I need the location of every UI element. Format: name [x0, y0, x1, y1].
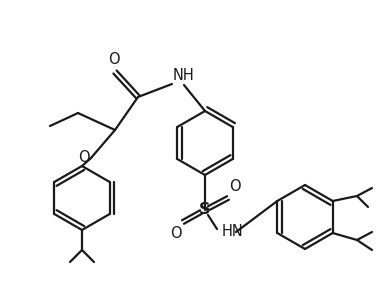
Text: O: O — [78, 151, 90, 166]
Text: O: O — [108, 52, 120, 67]
Text: NH: NH — [173, 68, 195, 83]
Text: HN: HN — [222, 225, 244, 240]
Text: O: O — [229, 179, 241, 194]
Text: O: O — [170, 226, 182, 241]
Text: S: S — [199, 203, 211, 218]
